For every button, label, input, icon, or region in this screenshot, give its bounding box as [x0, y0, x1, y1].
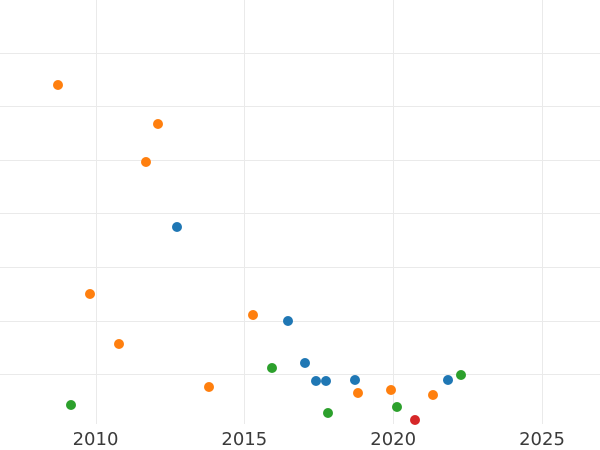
x-tick-label: 2020 — [370, 429, 417, 450]
data-point-orange — [203, 381, 214, 392]
data-point-blue — [443, 375, 453, 386]
data-point-green — [456, 369, 467, 380]
data-point-orange — [114, 339, 125, 350]
data-point-orange — [85, 288, 96, 299]
gridline-vertical — [244, 0, 246, 424]
data-point-blue — [300, 357, 311, 368]
data-point-blue — [349, 375, 360, 386]
gridline-vertical — [95, 0, 97, 424]
x-tick-label: 2015 — [221, 429, 268, 450]
data-point-orange — [141, 156, 152, 167]
gridline-vertical — [542, 0, 543, 424]
data-point-blue — [282, 315, 293, 326]
data-point-blue — [172, 221, 183, 232]
data-point-orange — [153, 119, 164, 130]
data-point-green — [392, 401, 403, 412]
gridline-vertical — [393, 0, 395, 424]
gridline-horizontal — [0, 213, 600, 215]
gridline-horizontal — [0, 106, 600, 108]
data-point-orange — [248, 309, 259, 320]
data-point-orange — [428, 390, 439, 401]
data-point-blue — [310, 375, 321, 386]
data-point-green — [66, 400, 77, 411]
gridline-horizontal — [0, 320, 600, 322]
x-tick-label: 2010 — [72, 429, 119, 450]
data-point-orange — [53, 79, 64, 90]
data-point-orange — [386, 384, 397, 395]
gridline-horizontal — [0, 159, 600, 161]
data-point-green — [322, 407, 333, 418]
data-point-orange — [352, 388, 363, 398]
gridline-horizontal — [0, 52, 600, 54]
x-tick-label: 2025 — [519, 429, 565, 450]
data-point-red — [409, 414, 420, 425]
gridline-horizontal — [0, 267, 600, 268]
data-point-blue — [320, 375, 331, 386]
gridline-horizontal — [0, 374, 600, 376]
data-point-green — [266, 362, 277, 373]
